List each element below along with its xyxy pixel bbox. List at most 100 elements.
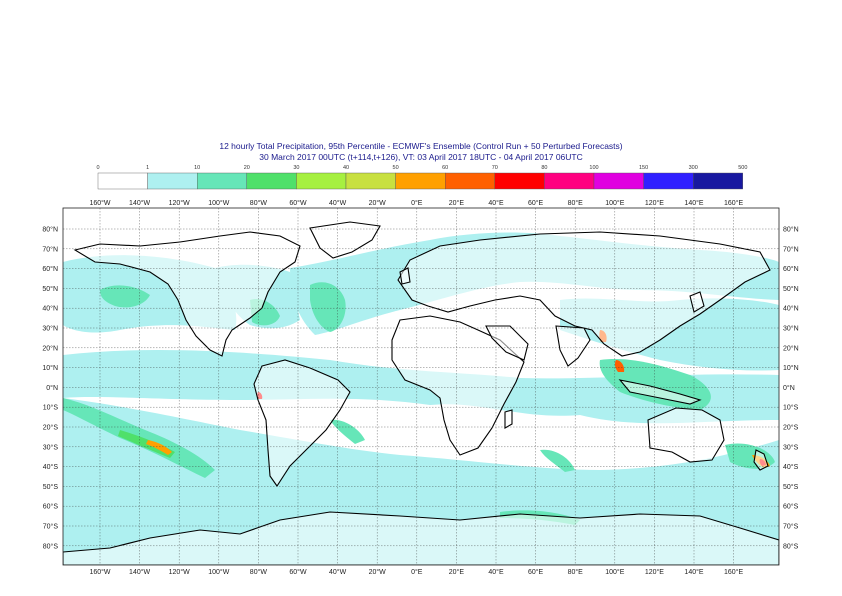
lon-label-top: 100°E bbox=[605, 199, 624, 207]
land-masses bbox=[63, 221, 779, 565]
lat-label-left: 60°N bbox=[42, 265, 58, 273]
legend-threshold-0: 0 bbox=[96, 165, 99, 171]
lat-label-left: 40°S bbox=[43, 463, 59, 471]
precip-hotspot-s-pacific bbox=[146, 440, 172, 455]
precip-band-n-pacific bbox=[100, 285, 150, 308]
lat-label-left: 20°N bbox=[42, 344, 58, 352]
legend-threshold-7: 60 bbox=[442, 165, 448, 171]
map-frame bbox=[62, 207, 780, 566]
lat-label-left: 10°S bbox=[43, 404, 59, 412]
precip-hotspot-se-asia bbox=[614, 360, 625, 372]
lat-label-left: 50°S bbox=[43, 483, 59, 491]
lat-label-left: 50°N bbox=[42, 285, 58, 293]
lon-label-bottom: 80°E bbox=[568, 568, 584, 576]
lat-label-left: 10°N bbox=[42, 364, 58, 372]
legend-threshold-5: 40 bbox=[343, 165, 349, 171]
lon-label-bottom: 80°W bbox=[250, 568, 268, 576]
lon-label-bottom: 60°W bbox=[289, 568, 307, 576]
lon-label-bottom: 160°E bbox=[724, 568, 743, 576]
lat-label-right: 60°N bbox=[783, 265, 799, 273]
lat-label-right: 10°S bbox=[783, 404, 799, 412]
lon-label-top: 80°W bbox=[250, 199, 268, 207]
precip-band-s-africa bbox=[540, 449, 575, 472]
lon-label-top: 40°E bbox=[488, 199, 504, 207]
lon-label-bottom: 100°W bbox=[208, 568, 229, 576]
chart-subtitle: 30 March 2017 00UTC (t+114,t+126), VT: 0… bbox=[259, 152, 583, 162]
lat-label-right: 50°S bbox=[783, 483, 799, 491]
coast-japan bbox=[689, 291, 705, 313]
lon-label-bottom: 100°E bbox=[605, 568, 624, 576]
lat-label-right: 50°N bbox=[783, 285, 799, 293]
legend-threshold-8: 70 bbox=[492, 165, 498, 171]
lat-label-right: 80°N bbox=[783, 226, 799, 234]
lon-label-top: 100°W bbox=[208, 199, 229, 207]
coast-arabia bbox=[485, 325, 529, 361]
legend-threshold-1: 1 bbox=[146, 165, 149, 171]
legend-threshold-4: 30 bbox=[293, 165, 299, 171]
lat-label-right: 40°S bbox=[783, 463, 799, 471]
coast-south-america bbox=[253, 359, 351, 487]
coast-uk bbox=[399, 267, 411, 285]
lon-label-top: 160°E bbox=[724, 199, 743, 207]
map-area bbox=[63, 208, 779, 565]
legend-threshold-9: 80 bbox=[541, 165, 547, 171]
lon-label-top: 60°W bbox=[289, 199, 307, 207]
lon-label-bottom: 140°W bbox=[129, 568, 150, 576]
coast-new-zealand bbox=[753, 449, 769, 471]
lon-label-bottom: 120°E bbox=[645, 568, 664, 576]
lon-label-top: 20°E bbox=[449, 199, 465, 207]
lat-label-left: 40°N bbox=[42, 305, 58, 313]
lon-label-bottom: 20°W bbox=[369, 568, 387, 576]
lon-label-bottom: 140°E bbox=[684, 568, 703, 576]
lat-label-right: 0°N bbox=[783, 384, 795, 392]
lat-label-left: 0°N bbox=[46, 384, 58, 392]
lat-label-right: 30°S bbox=[783, 443, 799, 451]
chart-title: 12 hourly Total Precipitation, 95th Perc… bbox=[219, 141, 623, 151]
graticule bbox=[63, 208, 779, 565]
lat-label-left: 20°S bbox=[43, 424, 59, 432]
lat-label-left: 30°S bbox=[43, 443, 59, 451]
lat-label-right: 30°N bbox=[783, 325, 799, 333]
coast-greenland bbox=[309, 221, 381, 259]
coast-europe-asia bbox=[397, 231, 771, 357]
lon-label-top: 160°W bbox=[89, 199, 110, 207]
coast-antarctica bbox=[63, 511, 779, 565]
lat-label-right: 70°S bbox=[783, 523, 799, 531]
lon-label-bottom: 40°E bbox=[488, 568, 504, 576]
lon-label-top: 120°W bbox=[169, 199, 190, 207]
legend-threshold-12: 300 bbox=[689, 165, 698, 171]
lon-label-top: 80°E bbox=[568, 199, 584, 207]
lat-label-right: 20°S bbox=[783, 424, 799, 432]
lat-label-left: 60°S bbox=[43, 503, 59, 511]
lon-label-top: 20°W bbox=[369, 199, 387, 207]
axis-labels: 160°W 160°W 140°W 140°W 120°W 120°W 100°W 100°W… bbox=[42, 199, 798, 576]
coast-north-america bbox=[73, 231, 301, 357]
lat-label-left: 70°S bbox=[43, 523, 59, 531]
lat-label-left: 80°N bbox=[42, 226, 58, 234]
lon-label-bottom: 60°E bbox=[528, 568, 544, 576]
lon-label-top: 40°W bbox=[329, 199, 347, 207]
precip-legend: 0 1 10 20 30 40 50 60 70 80 100 150 300 500 bbox=[96, 165, 747, 190]
coast-india bbox=[555, 325, 591, 367]
legend-threshold-6: 50 bbox=[393, 165, 399, 171]
legend-threshold-11: 150 bbox=[639, 165, 648, 171]
precip-band-atlantic bbox=[310, 282, 346, 332]
lon-label-bottom: 40°W bbox=[329, 568, 347, 576]
coast-australia bbox=[647, 407, 725, 463]
lat-label-right: 20°N bbox=[783, 344, 799, 352]
legend-threshold-13: 500 bbox=[738, 165, 747, 171]
lon-label-top: 140°W bbox=[129, 199, 150, 207]
lon-label-bottom: 120°W bbox=[169, 568, 190, 576]
lat-label-left: 70°N bbox=[42, 245, 58, 253]
lat-label-right: 60°S bbox=[783, 503, 799, 511]
lon-label-bottom: 20°E bbox=[449, 568, 465, 576]
lat-label-right: 70°N bbox=[783, 245, 799, 253]
precip-band-s-atlantic bbox=[330, 419, 365, 444]
legend-threshold-10: 100 bbox=[589, 165, 598, 171]
legend-swatch-12 bbox=[693, 172, 744, 190]
coast-africa bbox=[391, 315, 525, 456]
lon-label-bottom: 0°E bbox=[411, 568, 423, 576]
lon-label-top: 120°E bbox=[645, 199, 664, 207]
lat-label-right: 80°S bbox=[783, 542, 799, 550]
